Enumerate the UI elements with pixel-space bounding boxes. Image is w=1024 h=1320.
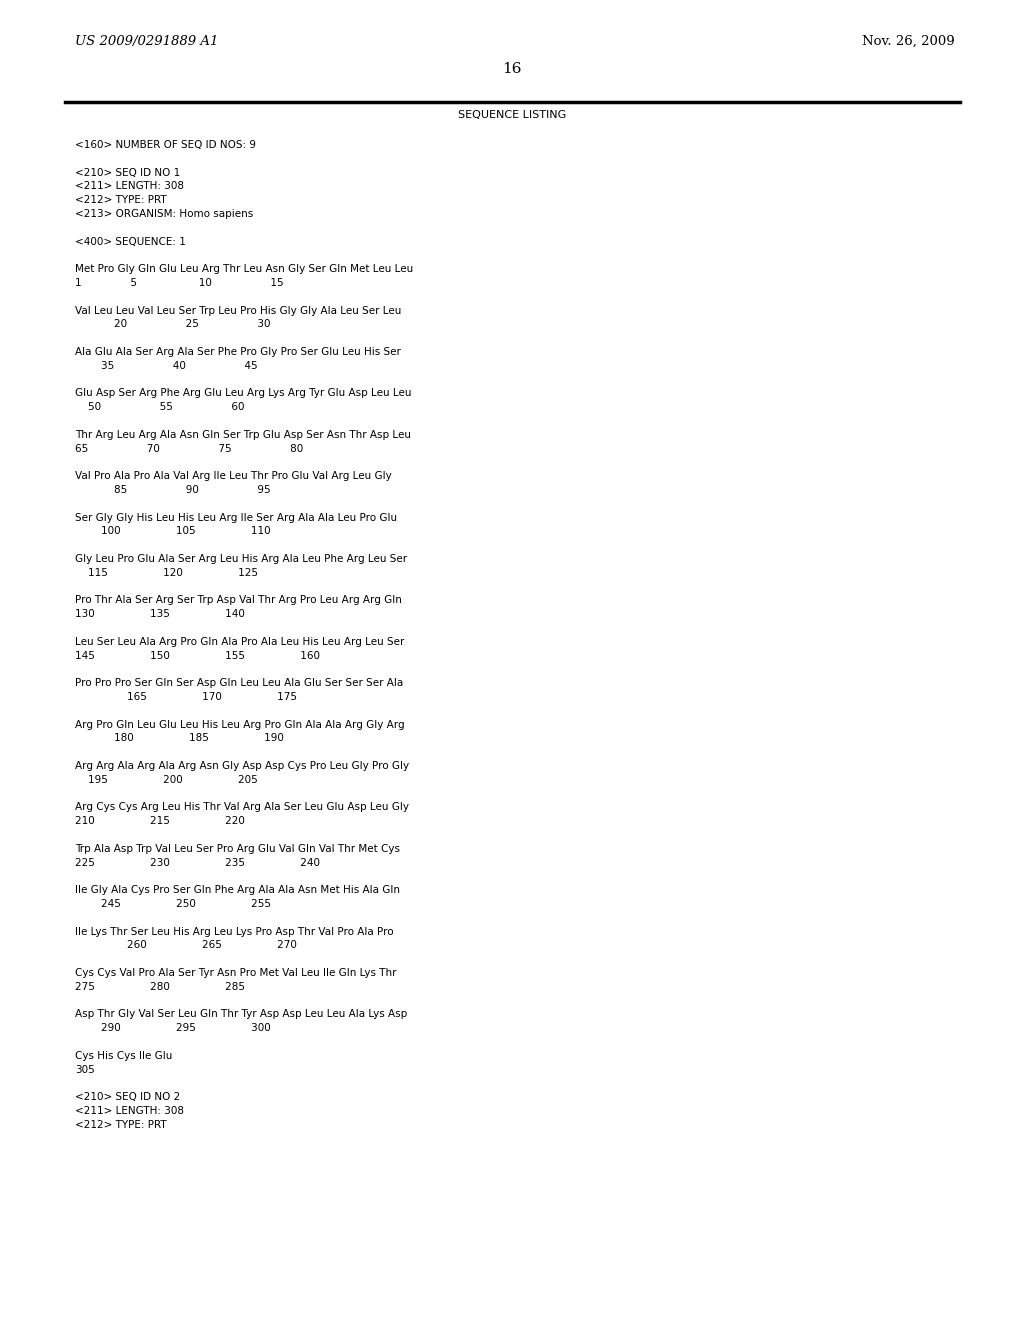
Text: <211> LENGTH: 308: <211> LENGTH: 308 bbox=[75, 1106, 184, 1115]
Text: 35                  40                  45: 35 40 45 bbox=[75, 360, 258, 371]
Text: Nov. 26, 2009: Nov. 26, 2009 bbox=[862, 36, 955, 48]
Text: Thr Arg Leu Arg Ala Asn Gln Ser Trp Glu Asp Ser Asn Thr Asp Leu: Thr Arg Leu Arg Ala Asn Gln Ser Trp Glu … bbox=[75, 430, 411, 440]
Text: 165                 170                 175: 165 170 175 bbox=[75, 692, 297, 702]
Text: Arg Pro Gln Leu Glu Leu His Leu Arg Pro Gln Ala Ala Arg Gly Arg: Arg Pro Gln Leu Glu Leu His Leu Arg Pro … bbox=[75, 719, 404, 730]
Text: 130                 135                 140: 130 135 140 bbox=[75, 610, 245, 619]
Text: 260                 265                 270: 260 265 270 bbox=[75, 940, 297, 950]
Text: <213> ORGANISM: Homo sapiens: <213> ORGANISM: Homo sapiens bbox=[75, 209, 253, 219]
Text: 180                 185                 190: 180 185 190 bbox=[75, 734, 284, 743]
Text: 305: 305 bbox=[75, 1065, 95, 1074]
Text: Trp Ala Asp Trp Val Leu Ser Pro Arg Glu Val Gln Val Thr Met Cys: Trp Ala Asp Trp Val Leu Ser Pro Arg Glu … bbox=[75, 843, 400, 854]
Text: 16: 16 bbox=[502, 62, 522, 77]
Text: <210> SEQ ID NO 1: <210> SEQ ID NO 1 bbox=[75, 168, 180, 178]
Text: Gly Leu Pro Glu Ala Ser Arg Leu His Arg Ala Leu Phe Arg Leu Ser: Gly Leu Pro Glu Ala Ser Arg Leu His Arg … bbox=[75, 554, 408, 564]
Text: Ile Lys Thr Ser Leu His Arg Leu Lys Pro Asp Thr Val Pro Ala Pro: Ile Lys Thr Ser Leu His Arg Leu Lys Pro … bbox=[75, 927, 393, 937]
Text: Cys His Cys Ile Glu: Cys His Cys Ile Glu bbox=[75, 1051, 172, 1061]
Text: Leu Ser Leu Ala Arg Pro Gln Ala Pro Ala Leu His Leu Arg Leu Ser: Leu Ser Leu Ala Arg Pro Gln Ala Pro Ala … bbox=[75, 636, 404, 647]
Text: Asp Thr Gly Val Ser Leu Gln Thr Tyr Asp Asp Leu Leu Ala Lys Asp: Asp Thr Gly Val Ser Leu Gln Thr Tyr Asp … bbox=[75, 1010, 408, 1019]
Text: Arg Arg Ala Arg Ala Arg Asn Gly Asp Asp Cys Pro Leu Gly Pro Gly: Arg Arg Ala Arg Ala Arg Asn Gly Asp Asp … bbox=[75, 762, 410, 771]
Text: <210> SEQ ID NO 2: <210> SEQ ID NO 2 bbox=[75, 1092, 180, 1102]
Text: SEQUENCE LISTING: SEQUENCE LISTING bbox=[458, 110, 566, 120]
Text: 50                  55                  60: 50 55 60 bbox=[75, 403, 245, 412]
Text: Glu Asp Ser Arg Phe Arg Glu Leu Arg Lys Arg Tyr Glu Asp Leu Leu: Glu Asp Ser Arg Phe Arg Glu Leu Arg Lys … bbox=[75, 388, 412, 399]
Text: Val Pro Ala Pro Ala Val Arg Ile Leu Thr Pro Glu Val Arg Leu Gly: Val Pro Ala Pro Ala Val Arg Ile Leu Thr … bbox=[75, 471, 392, 482]
Text: Met Pro Gly Gln Glu Leu Arg Thr Leu Asn Gly Ser Gln Met Leu Leu: Met Pro Gly Gln Glu Leu Arg Thr Leu Asn … bbox=[75, 264, 414, 275]
Text: US 2009/0291889 A1: US 2009/0291889 A1 bbox=[75, 36, 218, 48]
Text: <160> NUMBER OF SEQ ID NOS: 9: <160> NUMBER OF SEQ ID NOS: 9 bbox=[75, 140, 256, 150]
Text: <212> TYPE: PRT: <212> TYPE: PRT bbox=[75, 1119, 167, 1130]
Text: 195                 200                 205: 195 200 205 bbox=[75, 775, 258, 785]
Text: Ser Gly Gly His Leu His Leu Arg Ile Ser Arg Ala Ala Leu Pro Glu: Ser Gly Gly His Leu His Leu Arg Ile Ser … bbox=[75, 512, 397, 523]
Text: Pro Pro Pro Ser Gln Ser Asp Gln Leu Leu Ala Glu Ser Ser Ser Ala: Pro Pro Pro Ser Gln Ser Asp Gln Leu Leu … bbox=[75, 678, 403, 688]
Text: 210                 215                 220: 210 215 220 bbox=[75, 816, 245, 826]
Text: 245                 250                 255: 245 250 255 bbox=[75, 899, 271, 909]
Text: 20                  25                  30: 20 25 30 bbox=[75, 319, 270, 330]
Text: 275                 280                 285: 275 280 285 bbox=[75, 982, 245, 991]
Text: <400> SEQUENCE: 1: <400> SEQUENCE: 1 bbox=[75, 236, 186, 247]
Text: 85                  90                  95: 85 90 95 bbox=[75, 484, 270, 495]
Text: Cys Cys Val Pro Ala Ser Tyr Asn Pro Met Val Leu Ile Gln Lys Thr: Cys Cys Val Pro Ala Ser Tyr Asn Pro Met … bbox=[75, 968, 396, 978]
Text: Val Leu Leu Val Leu Ser Trp Leu Pro His Gly Gly Ala Leu Ser Leu: Val Leu Leu Val Leu Ser Trp Leu Pro His … bbox=[75, 306, 401, 315]
Text: Ile Gly Ala Cys Pro Ser Gln Phe Arg Ala Ala Asn Met His Ala Gln: Ile Gly Ala Cys Pro Ser Gln Phe Arg Ala … bbox=[75, 886, 400, 895]
Text: Ala Glu Ala Ser Arg Ala Ser Phe Pro Gly Pro Ser Glu Leu His Ser: Ala Glu Ala Ser Arg Ala Ser Phe Pro Gly … bbox=[75, 347, 400, 356]
Text: 100                 105                 110: 100 105 110 bbox=[75, 527, 270, 536]
Text: 145                 150                 155                 160: 145 150 155 160 bbox=[75, 651, 319, 660]
Text: 225                 230                 235                 240: 225 230 235 240 bbox=[75, 858, 319, 867]
Text: Pro Thr Ala Ser Arg Ser Trp Asp Val Thr Arg Pro Leu Arg Arg Gln: Pro Thr Ala Ser Arg Ser Trp Asp Val Thr … bbox=[75, 595, 401, 606]
Text: <211> LENGTH: 308: <211> LENGTH: 308 bbox=[75, 181, 184, 191]
Text: 290                 295                 300: 290 295 300 bbox=[75, 1023, 270, 1034]
Text: 1               5                   10                  15: 1 5 10 15 bbox=[75, 279, 284, 288]
Text: Arg Cys Cys Arg Leu His Thr Val Arg Ala Ser Leu Glu Asp Leu Gly: Arg Cys Cys Arg Leu His Thr Val Arg Ala … bbox=[75, 803, 409, 812]
Text: <212> TYPE: PRT: <212> TYPE: PRT bbox=[75, 195, 167, 205]
Text: 65                  70                  75                  80: 65 70 75 80 bbox=[75, 444, 303, 454]
Text: 115                 120                 125: 115 120 125 bbox=[75, 568, 258, 578]
